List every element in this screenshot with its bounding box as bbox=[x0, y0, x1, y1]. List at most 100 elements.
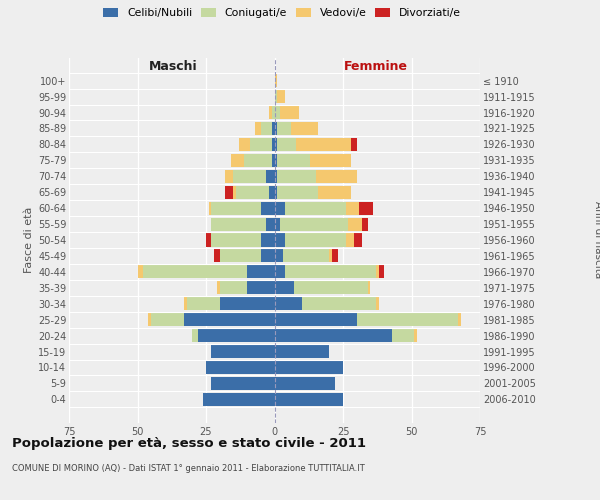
Bar bbox=[329, 250, 332, 262]
Bar bbox=[214, 250, 220, 262]
Bar bbox=[275, 234, 286, 246]
Bar bbox=[261, 250, 275, 262]
Bar bbox=[458, 313, 461, 326]
Bar bbox=[211, 202, 261, 214]
Y-axis label: Fasce di età: Fasce di età bbox=[23, 207, 34, 273]
Text: Femmine: Femmine bbox=[344, 60, 408, 72]
Bar bbox=[193, 329, 198, 342]
Bar bbox=[362, 218, 368, 230]
Bar bbox=[275, 74, 277, 87]
Bar bbox=[225, 186, 233, 198]
Bar bbox=[233, 170, 266, 183]
Bar bbox=[379, 266, 384, 278]
Bar bbox=[184, 313, 275, 326]
Bar bbox=[277, 186, 319, 198]
Bar bbox=[211, 345, 275, 358]
Bar bbox=[376, 297, 379, 310]
Bar bbox=[275, 202, 286, 214]
Bar bbox=[225, 170, 233, 183]
Bar bbox=[392, 329, 414, 342]
Bar bbox=[280, 106, 299, 119]
Bar bbox=[269, 186, 275, 198]
Bar bbox=[272, 138, 275, 151]
Bar bbox=[230, 154, 244, 167]
Bar bbox=[275, 106, 280, 119]
Bar bbox=[148, 313, 151, 326]
Bar bbox=[346, 234, 354, 246]
Bar bbox=[206, 361, 275, 374]
Bar bbox=[277, 138, 296, 151]
Bar bbox=[275, 393, 343, 406]
Bar bbox=[275, 122, 277, 135]
Bar bbox=[277, 90, 286, 103]
Bar bbox=[261, 122, 272, 135]
Bar bbox=[368, 282, 370, 294]
Bar bbox=[272, 154, 275, 167]
Bar bbox=[272, 122, 275, 135]
Bar bbox=[293, 282, 368, 294]
Bar bbox=[319, 186, 351, 198]
Bar bbox=[275, 282, 293, 294]
Bar bbox=[233, 186, 236, 198]
Bar bbox=[236, 186, 269, 198]
Bar bbox=[261, 234, 275, 246]
Bar bbox=[137, 266, 143, 278]
Text: Popolazione per età, sesso e stato civile - 2011: Popolazione per età, sesso e stato civil… bbox=[12, 438, 366, 450]
Bar bbox=[143, 266, 247, 278]
Bar bbox=[244, 154, 272, 167]
Bar bbox=[256, 122, 261, 135]
Bar bbox=[275, 186, 277, 198]
Bar bbox=[198, 329, 275, 342]
Bar bbox=[187, 297, 220, 310]
Bar bbox=[286, 234, 346, 246]
Bar bbox=[275, 138, 277, 151]
Bar bbox=[261, 202, 275, 214]
Bar bbox=[283, 250, 329, 262]
Bar bbox=[296, 138, 351, 151]
Bar bbox=[211, 234, 261, 246]
Bar bbox=[286, 202, 346, 214]
Bar bbox=[275, 154, 277, 167]
Bar bbox=[275, 345, 329, 358]
Bar bbox=[184, 297, 187, 310]
Bar bbox=[239, 138, 250, 151]
Bar bbox=[277, 154, 310, 167]
Bar bbox=[356, 313, 458, 326]
Text: COMUNE DI MORINO (AQ) - Dati ISTAT 1° gennaio 2011 - Elaborazione TUTTITALIA.IT: COMUNE DI MORINO (AQ) - Dati ISTAT 1° ge… bbox=[12, 464, 365, 473]
Bar bbox=[359, 202, 373, 214]
Bar bbox=[414, 329, 417, 342]
Bar bbox=[247, 282, 275, 294]
Bar bbox=[275, 361, 343, 374]
Bar bbox=[351, 138, 357, 151]
Bar bbox=[275, 250, 283, 262]
Bar bbox=[220, 282, 247, 294]
Bar bbox=[247, 266, 275, 278]
Bar bbox=[310, 154, 351, 167]
Bar bbox=[269, 106, 272, 119]
Bar bbox=[220, 250, 261, 262]
Bar bbox=[280, 218, 349, 230]
Bar bbox=[266, 218, 275, 230]
Bar bbox=[286, 266, 376, 278]
Bar bbox=[316, 170, 357, 183]
Bar bbox=[211, 218, 266, 230]
Bar bbox=[220, 297, 275, 310]
Bar bbox=[275, 170, 277, 183]
Bar bbox=[275, 218, 280, 230]
Bar bbox=[302, 297, 376, 310]
Bar bbox=[217, 282, 220, 294]
Bar bbox=[206, 234, 211, 246]
Bar bbox=[209, 202, 211, 214]
Bar bbox=[291, 122, 319, 135]
Text: Anni di nascita: Anni di nascita bbox=[593, 202, 600, 278]
Bar bbox=[250, 138, 272, 151]
Bar bbox=[275, 90, 277, 103]
Bar bbox=[354, 234, 362, 246]
Bar bbox=[266, 170, 275, 183]
Legend: Celibi/Nubili, Coniugati/e, Vedovi/e, Divorziati/e: Celibi/Nubili, Coniugati/e, Vedovi/e, Di… bbox=[101, 6, 463, 20]
Bar bbox=[275, 377, 335, 390]
Bar bbox=[275, 329, 392, 342]
Bar bbox=[211, 377, 275, 390]
Bar bbox=[272, 106, 275, 119]
Bar bbox=[203, 393, 275, 406]
